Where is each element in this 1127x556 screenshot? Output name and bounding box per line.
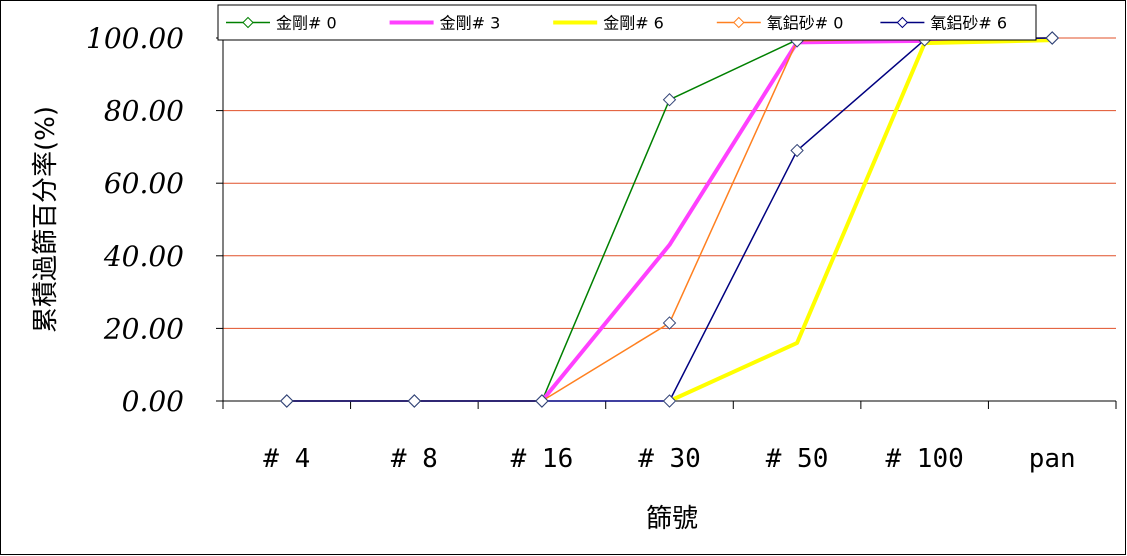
x-tick-label: # 16 [511, 444, 574, 474]
data-point-marker [896, 16, 909, 29]
x-tick-label: # 30 [638, 444, 701, 474]
data-point-marker [662, 93, 677, 107]
legend-item: 氧鋁砂# 6 [880, 14, 1007, 33]
data-point-marker [280, 394, 294, 408]
legend-item: 金剛# 3 [389, 14, 501, 33]
series-5 [286, 37, 1053, 402]
series-line [286, 37, 1053, 402]
y-tick-label: 100.00 [86, 22, 184, 55]
series-1-markers [280, 31, 1059, 408]
series-4 [286, 37, 1053, 402]
x-tick-label: # 4 [263, 444, 310, 474]
y-tick-label: 80.00 [104, 95, 184, 128]
data-point-marker [535, 394, 549, 408]
data-point-marker [407, 394, 422, 408]
x-tick-label: pan [1029, 444, 1076, 474]
y-tick-label: 20.00 [103, 312, 184, 345]
tick-labels: 0.00 20.00 40.00 60.00 80.00 100.00 # 4 # 8 # 16… [86, 22, 1076, 474]
series-4-markers [280, 31, 1059, 408]
series-1 [286, 37, 1053, 402]
data-point-marker [1045, 31, 1059, 45]
series-lines [280, 31, 1059, 408]
x-tick-label: # 100 [886, 444, 964, 474]
data-point-marker [662, 316, 677, 330]
axes [216, 37, 1117, 409]
grid-lines [223, 37, 1116, 329]
series-line [668, 38, 1053, 403]
legend-label: 金剛# 0 [276, 14, 337, 33]
legend: 金剛# 0 金剛# 3 金剛# 6 氧鋁砂# 0 氧鋁砂# 6 [217, 4, 1037, 41]
y-axis-title: 累積過篩百分率(%) [31, 106, 61, 333]
legend-item: 氧鋁砂# 0 [716, 14, 844, 33]
x-tick-label: # 8 [391, 444, 438, 474]
data-point-marker [242, 16, 254, 29]
legend-label: 氧鋁砂# 6 [930, 14, 1007, 33]
data-point-marker [790, 143, 804, 158]
legend-item: 金剛# 6 [553, 14, 664, 33]
series-line [286, 37, 1053, 402]
legend-item: 金剛# 0 [226, 14, 337, 33]
data-point-marker [733, 16, 745, 29]
y-tick-label: 40.00 [103, 240, 184, 273]
series-3 [668, 38, 1053, 403]
data-point-marker [662, 394, 677, 408]
y-tick-label: 60.00 [104, 167, 184, 200]
series-5-markers [280, 31, 1059, 408]
series-line [286, 37, 1053, 402]
legend-label: 金剛# 6 [603, 14, 664, 33]
legend-label: 氧鋁砂# 0 [767, 14, 844, 33]
x-tick-label: # 50 [766, 444, 829, 474]
y-tick-label: 0.00 [122, 385, 184, 418]
x-axis-title: 篩號 [646, 504, 698, 534]
legend-label: 金剛# 3 [440, 14, 501, 33]
